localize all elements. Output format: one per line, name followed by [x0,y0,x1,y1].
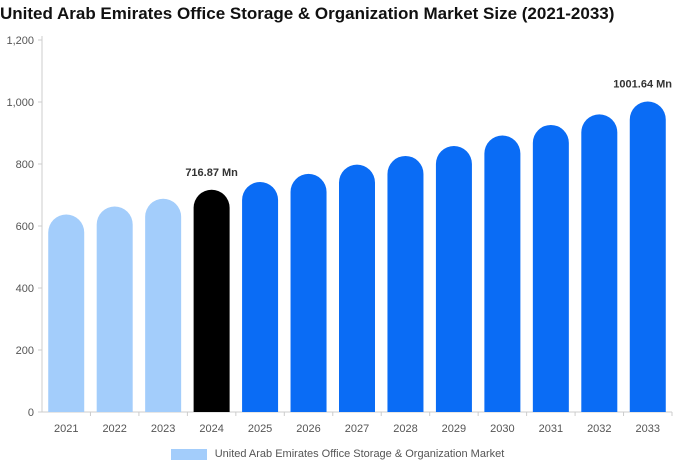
data-labels: 716.87 Mn 1001.64 Mn [185,78,672,178]
bar-2024[interactable] [193,189,230,412]
x-tick-label-2031: 2031 [539,423,563,435]
x-tick-label-2030: 2030 [490,423,514,435]
bar-2026[interactable] [290,173,327,412]
y-tick-label: 600 [16,221,34,233]
x-tick-label-2028: 2028 [393,423,417,435]
x-tick-label-2021: 2021 [54,423,78,435]
x-tick-label-2032: 2032 [587,423,611,435]
x-tick-label-2026: 2026 [296,423,320,435]
x-tick-label-2024: 2024 [199,423,223,435]
chart-title: United Arab Emirates Office Storage & Or… [0,4,615,23]
data-label-2024: 716.87 Mn [185,167,238,179]
x-tick-label-2029: 2029 [442,423,466,435]
bars [48,101,666,412]
x-tick-label-2022: 2022 [102,423,126,435]
bar-2031[interactable] [532,124,569,412]
bar-2023[interactable] [145,198,182,412]
y-tick-label: 1,200 [6,35,34,47]
x-tick-label-2027: 2027 [345,423,369,435]
y-axis: 0 200 400 600 800 1,000 1,200 [6,35,43,419]
bar-2029[interactable] [435,146,472,412]
data-label-2033: 1001.64 Mn [613,78,672,90]
y-tick-label: 1,000 [6,97,34,109]
bar-2021[interactable] [48,214,85,412]
bar-2022[interactable] [96,206,133,412]
x-tick-label-2023: 2023 [151,423,175,435]
legend-label: United Arab Emirates Office Storage & Or… [214,448,505,460]
legend[interactable]: United Arab Emirates Office Storage & Or… [0,446,675,462]
y-tick-label: 800 [16,159,34,171]
bar-2027[interactable] [339,164,375,412]
bar-2033[interactable] [629,101,666,412]
bar-2030[interactable] [484,135,521,412]
bar-2028[interactable] [387,155,424,412]
bar-2025[interactable] [242,181,279,412]
x-tick-label-2025: 2025 [248,423,272,435]
legend-swatch [170,448,207,460]
y-tick-label: 200 [16,345,34,357]
y-tick-label: 0 [28,407,34,419]
y-tick-label: 400 [16,283,34,295]
x-axis: 2021 2022 2023 2024 2025 2026 2027 2028 2029 2030… [42,411,673,435]
x-tick-label-2033: 2033 [636,423,660,435]
bar-chart: 0 200 400 600 800 1,000 1,200 2021 2022 2023 2024… [6,35,673,435]
bar-2032[interactable] [581,114,618,412]
